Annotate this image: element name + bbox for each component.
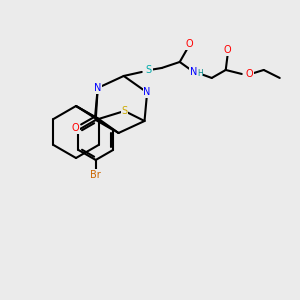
Text: Br: Br <box>90 170 101 180</box>
Text: N: N <box>190 67 197 77</box>
Text: O: O <box>246 69 254 79</box>
Text: N: N <box>94 83 101 93</box>
Text: S: S <box>122 106 128 116</box>
Text: S: S <box>146 65 152 75</box>
Text: O: O <box>224 45 232 55</box>
Text: H: H <box>197 70 203 79</box>
Text: O: O <box>186 39 194 49</box>
Text: N: N <box>143 88 151 98</box>
Text: O: O <box>71 124 79 134</box>
